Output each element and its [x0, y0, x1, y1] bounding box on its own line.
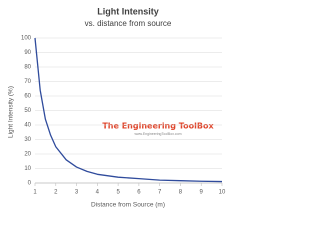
x-tick-label: 9: [200, 190, 204, 196]
x-tick-label: 8: [179, 190, 183, 196]
x-tick-label: 10: [219, 190, 226, 196]
x-tick-label: 7: [158, 190, 162, 196]
chart-title: Light Intensity: [97, 6, 159, 16]
x-tick-label: 5: [116, 190, 120, 196]
y-tick-label: 30: [24, 137, 31, 143]
y-tick-label: 90: [24, 50, 31, 56]
y-axis-title: Light Intensity (%): [8, 86, 15, 138]
watermark-url: www.EngineeringToolBox.com: [134, 132, 181, 136]
x-tick-label: 3: [75, 190, 79, 196]
x-axis-title: Distance from Source (m): [91, 202, 165, 209]
y-tick-label: 40: [24, 123, 31, 129]
x-tick-label: 4: [96, 190, 100, 196]
chart: Light Intensity vs. distance from source…: [8, 6, 226, 209]
x-tick-label: 6: [137, 190, 141, 196]
y-tick-label: 100: [21, 36, 32, 42]
y-tick-label: 0: [28, 181, 32, 187]
watermark: The Engineering ToolBox: [102, 122, 214, 131]
chart-subtitle: vs. distance from source: [85, 19, 172, 28]
y-tick-label: 70: [24, 79, 31, 85]
y-tick-label: 60: [24, 94, 31, 100]
x-tick-label: 1: [33, 190, 37, 196]
y-tick-label: 10: [24, 166, 31, 172]
y-tick-label: 50: [24, 108, 31, 114]
data-line: [34, 37, 223, 183]
x-tick-label: 2: [54, 190, 58, 196]
y-tick-label: 80: [24, 65, 31, 71]
y-tick-label: 20: [24, 152, 31, 158]
